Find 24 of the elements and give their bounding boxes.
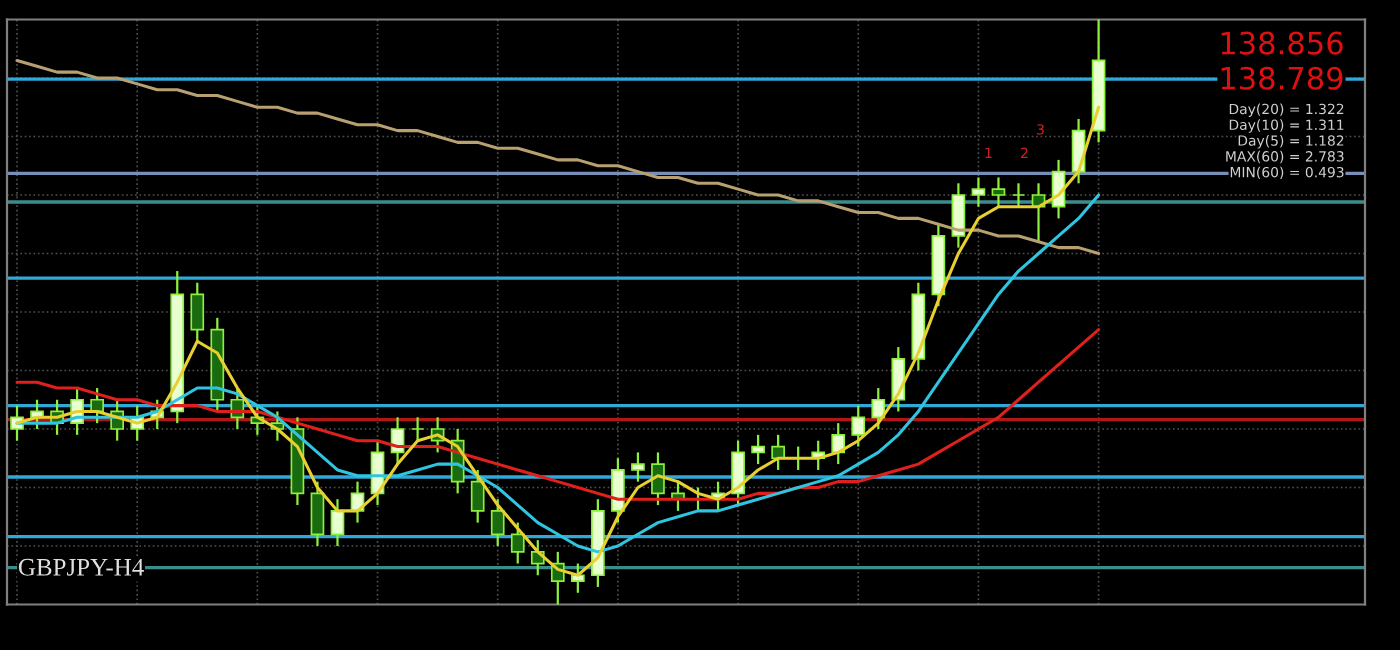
candlestick	[611, 457, 625, 524]
candlestick	[410, 416, 425, 442]
text: 138.856	[1221, 31, 1343, 55]
candlestick	[1011, 182, 1026, 208]
candlestick	[651, 451, 665, 507]
candlestick	[631, 451, 645, 483]
candlestick	[871, 386, 886, 431]
candlestick	[831, 422, 846, 466]
candlestick	[510, 521, 525, 565]
candlestick	[330, 498, 345, 548]
candlestick	[490, 498, 505, 548]
candlestick	[310, 480, 325, 548]
candlestick	[851, 404, 866, 448]
text: 138.789	[1221, 66, 1343, 90]
annotation: GBPJPY-H4	[18, 558, 144, 576]
candlestick	[891, 345, 906, 413]
candlestick	[971, 176, 986, 208]
candlestick	[570, 562, 585, 594]
candlestick	[771, 433, 785, 472]
candlestick	[731, 439, 745, 507]
candlestick	[190, 281, 205, 343]
candlestick	[751, 433, 765, 466]
candlestick	[991, 176, 1006, 208]
candlestick	[470, 468, 485, 524]
